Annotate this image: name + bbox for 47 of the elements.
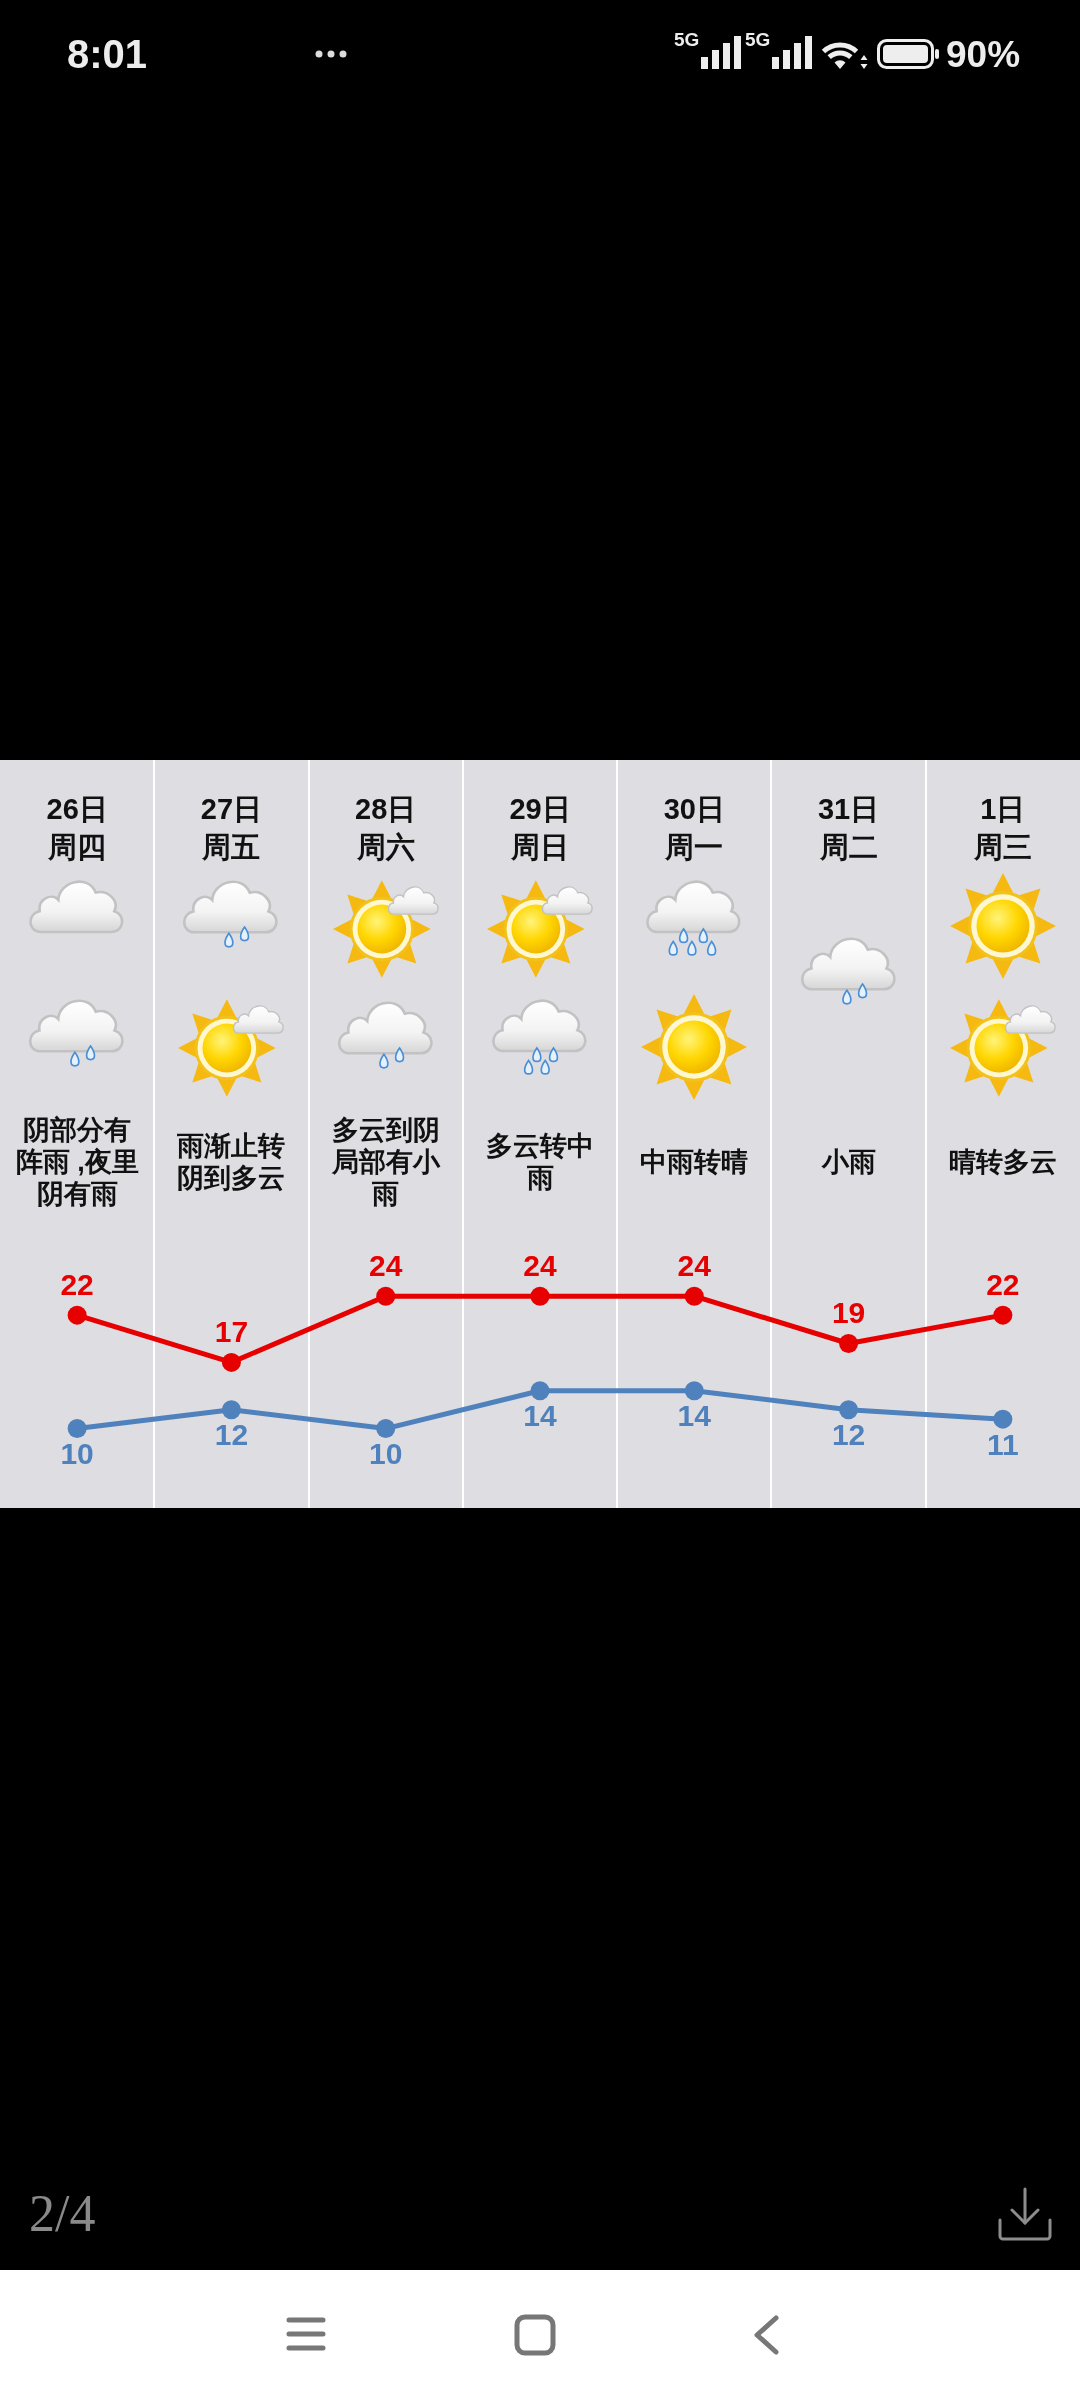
data-label: 24 [677,1248,712,1282]
point [530,1381,550,1401]
text: 雨渐止转阴到多云 [176,1130,287,1194]
text: 5G [745,28,771,50]
point [221,1352,241,1372]
data-label: 10 [369,1436,403,1470]
point [376,1419,396,1439]
data-label: 14 [677,1399,712,1433]
text: 2/4 [29,2185,96,2242]
data-label: 22 [60,1267,94,1301]
text: 90% [946,33,1021,75]
data-label: 24 [523,1248,557,1282]
data-label: 22 [986,1267,1020,1301]
x-tick-label: 26日周四 [46,793,108,864]
text: 晴转多云 [948,1146,1057,1178]
point [684,1286,704,1306]
point [839,1333,859,1353]
point [67,1419,87,1439]
data-label: 19 [831,1296,866,1330]
x-tick-label: 31日周二 [817,793,880,864]
data-label: 24 [369,1248,403,1282]
x-tick-label: 1日周三 [972,793,1032,864]
x-tick-label: 29日周日 [509,793,571,864]
point [993,1409,1013,1429]
point [530,1286,550,1306]
point [67,1305,87,1325]
data-label: 17 [214,1315,249,1349]
point [993,1305,1013,1325]
data-label: 12 [831,1418,866,1452]
text: 小雨 [821,1146,876,1178]
text: 多云转中雨 [485,1130,595,1194]
point [221,1400,241,1420]
x-tick-label: 28日周六 [355,793,417,864]
data-label: 10 [60,1436,94,1470]
x-tick-label: 30日周一 [663,793,725,864]
text: 5G [674,28,700,50]
text: 8:01 [67,32,148,76]
data-label: 12 [214,1418,249,1452]
point [684,1381,704,1401]
point [376,1286,396,1306]
point [839,1400,859,1420]
data-label: 11 [987,1427,1019,1461]
text: 阴部分有阵雨 ,夜里阴有雨 [15,1114,140,1210]
text: 多云到阴局部有小雨 [330,1114,442,1210]
text: 中雨转晴 [640,1146,749,1178]
x-tick-label: 27日周五 [200,793,263,864]
data-label: 14 [523,1399,557,1433]
